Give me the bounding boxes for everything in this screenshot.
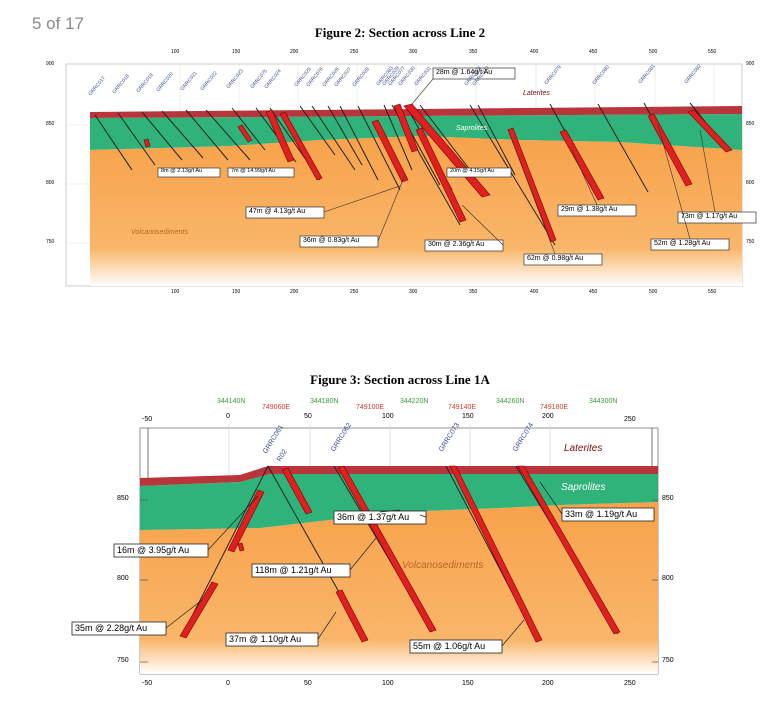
fig2-ytick-right: 850	[746, 121, 755, 127]
fig2-ytick-left: 750	[46, 239, 55, 245]
fig3-ytick-right: 750	[662, 657, 674, 664]
fig2-xtick-bottom: 400	[530, 289, 539, 295]
fig2-ytick-left: 900	[46, 61, 55, 67]
fig2-xtick: 250	[350, 49, 359, 55]
fig2-intercept-label: 20m @ 4.15g/t Au	[450, 168, 495, 174]
figure-3-intercept-bars	[179, 465, 621, 643]
fig3-xtick-top: 0	[226, 413, 230, 420]
figure-3-title: Figure 3: Section across Line 1A	[310, 372, 490, 387]
fig3-xtick-bottom: -50	[142, 680, 153, 687]
fig2-xtick: 150	[232, 49, 241, 55]
saprolites-layer-3	[140, 474, 658, 530]
figure-2-title: Figure 2: Section across Line 2	[314, 25, 486, 40]
fig2-intercept-label: 73m @ 1.17g/t Au	[681, 213, 738, 220]
fig2-intercept-label: 7m @ 14.99g/t Au	[231, 168, 276, 174]
fig3-easting: 749060E	[262, 404, 291, 411]
fig3-hole-label: GRRC062	[330, 421, 354, 453]
fig2-intercept-label: 52m @ 1.28g/t Au	[654, 240, 711, 247]
fig2-xtick: 500	[649, 49, 658, 55]
fig2-xtick: 300	[409, 49, 418, 55]
page-counter: 5 of 17	[32, 14, 84, 33]
fig3-intercept-label: 37m @ 1.10g/t Au	[229, 634, 302, 644]
fig2-ytick-right: 800	[746, 180, 755, 186]
fig3-saprolites-label: Saprolites	[561, 482, 606, 493]
fig3-ytick-right: 850	[662, 495, 674, 502]
fig2-xtick: 400	[530, 49, 539, 55]
fig2-ytick-left: 800	[46, 180, 55, 186]
fig3-ytick-left: 850	[117, 495, 129, 502]
fig2-xtick-bottom: 300	[409, 289, 418, 295]
fig3-ytick-right: 800	[662, 575, 674, 582]
fig3-volcanosediments-label: Volcanosediments	[402, 560, 484, 571]
fig2-xtick: 100	[171, 49, 180, 55]
fig2-intercept-label: 62m @ 0.98g/t Au	[527, 255, 584, 262]
fig3-easting: 749140E	[448, 404, 477, 411]
fig3-xtick-top: 200	[542, 413, 554, 420]
fig2-ytick-right: 900	[746, 61, 755, 67]
figure-2-labels: 100 150 200 250 300 350 400 450 500 550 …	[0, 0, 768, 330]
fig3-hole-label: R02	[276, 448, 289, 463]
laterites-layer-3	[140, 466, 658, 486]
volcanosediments-layer-3	[140, 502, 658, 674]
fig2-saprolites-label: Saprolites	[456, 125, 488, 132]
fig3-ytick-left: 800	[117, 575, 129, 582]
fig3-easting: 749180E	[540, 404, 569, 411]
fig3-intercept-label: 35m @ 2.28g/t Au	[75, 623, 148, 633]
fig3-intercept-label: 16m @ 3.95g/t Au	[117, 545, 190, 555]
fig2-xtick-bottom: 100	[171, 289, 180, 295]
fig3-ytick-left: 750	[117, 657, 129, 664]
fig3-northing: 344220N	[400, 398, 429, 405]
fig3-intercept-label: 36m @ 1.37g/t Au	[337, 512, 410, 522]
fig2-xtick-bottom: 550	[708, 289, 717, 295]
fig2-xtick-bottom: 500	[649, 289, 658, 295]
fig2-laterites-label: Laterites	[523, 90, 550, 97]
fig3-laterites-label: Laterites	[564, 443, 603, 454]
fig3-hole-label: GRRC074	[512, 421, 536, 453]
saprolites-layer	[90, 114, 742, 150]
fig2-xtick-bottom: 350	[469, 289, 478, 295]
fig2-intercept-label: 30m @ 2.36g/t Au	[428, 241, 485, 248]
fig3-xtick-top: 150	[462, 413, 474, 420]
fig2-intercept-label: 28m @ 1.64g/t Au	[436, 69, 493, 76]
fig2-xtick: 550	[708, 49, 717, 55]
fig3-northing: 344180N	[310, 398, 339, 405]
fig2-xtick: 350	[469, 49, 478, 55]
fig3-xtick-top: -50	[142, 416, 153, 423]
fig3-xtick-bottom: 200	[542, 680, 554, 687]
fig3-northing: 344300N	[589, 398, 618, 405]
fig2-ytick-left: 850	[46, 121, 55, 127]
fig3-northing: 344140N	[217, 398, 246, 405]
fig3-intercept-label: 55m @ 1.06g/t Au	[413, 641, 486, 651]
fig3-xtick-bottom: 100	[382, 680, 394, 687]
fig2-xtick-bottom: 150	[232, 289, 241, 295]
fig2-intercept-label: 36m @ 0.83g/t Au	[303, 237, 360, 244]
fig2-volcanosediments-label: Volcanosediments	[131, 229, 188, 236]
fig3-xtick-top: 50	[304, 413, 312, 420]
fig3-hole-label: GRRC073	[438, 421, 462, 453]
fig2-xtick: 450	[589, 49, 598, 55]
fig2-intercept-label: 8m @ 2.13g/t Au	[161, 168, 203, 174]
fig2-intercept-label: 47m @ 4.13g/t Au	[249, 208, 306, 215]
fig3-intercept-label: 33m @ 1.19g/t Au	[565, 509, 638, 519]
fig3-xtick-top: 250	[624, 416, 636, 423]
fig2-ytick-right: 750	[746, 239, 755, 245]
fig3-northing: 344260N	[496, 398, 525, 405]
fig3-intercept-label: 118m @ 1.21g/t Au	[255, 565, 332, 575]
fig2-xtick: 200	[290, 49, 299, 55]
fig3-xtick-bottom: 50	[304, 680, 312, 687]
fig2-intercept-label: 29m @ 1.38g/t Au	[561, 206, 618, 213]
fig3-easting: 749100E	[356, 404, 385, 411]
fig3-xtick-bottom: 250	[624, 680, 636, 687]
fig3-xtick-bottom: 150	[462, 680, 474, 687]
fig3-xtick-bottom: 0	[226, 680, 230, 687]
fig2-xtick-bottom: 250	[350, 289, 359, 295]
fig2-xtick-bottom: 200	[290, 289, 299, 295]
fig3-xtick-top: 100	[382, 413, 394, 420]
fig2-xtick-bottom: 450	[589, 289, 598, 295]
